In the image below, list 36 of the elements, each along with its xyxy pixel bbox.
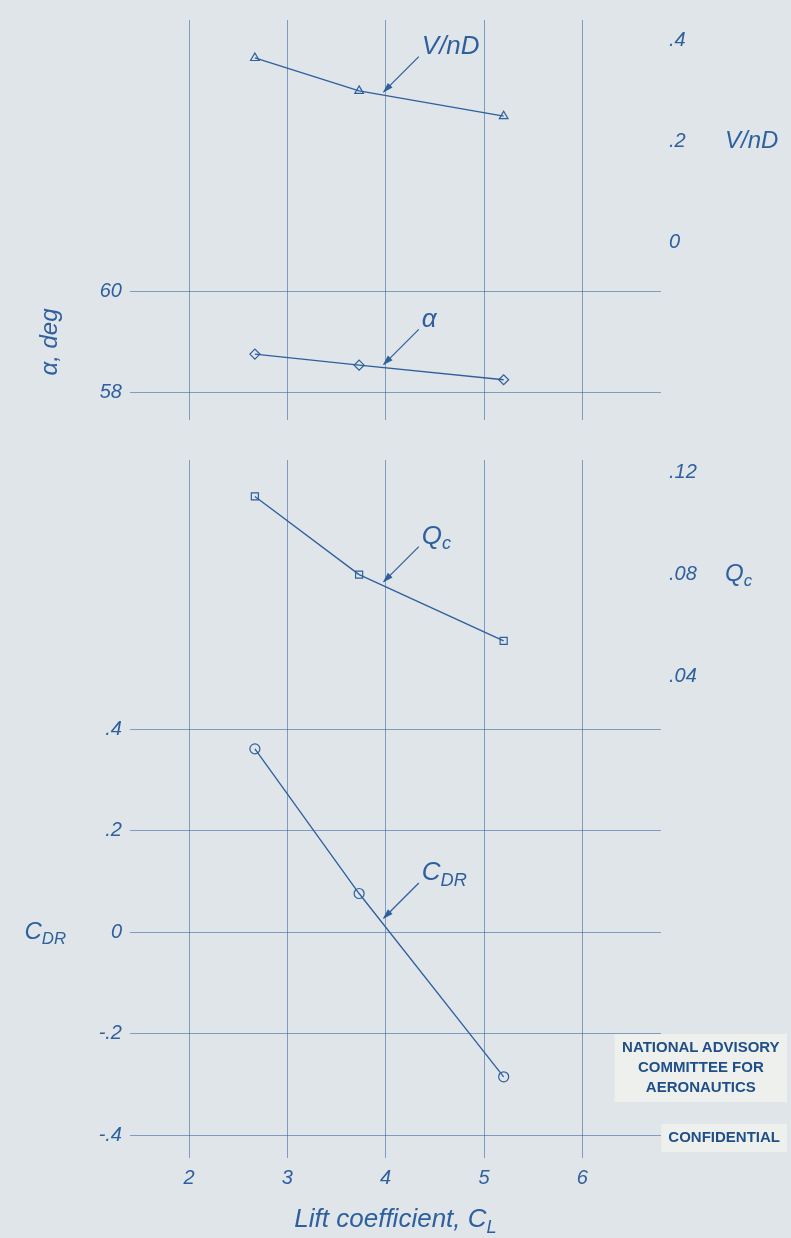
- series-label: α: [421, 302, 438, 333]
- y-tick-label: 58: [99, 379, 122, 402]
- y2-tick-label: .08: [669, 562, 697, 585]
- y-tick-label: -.4: [98, 1122, 122, 1145]
- y2-tick-label: .2: [669, 129, 686, 152]
- x-tick-label: 3: [281, 1165, 293, 1188]
- x-tick-label: 6: [576, 1165, 589, 1188]
- text: CONFIDENTIAL: [668, 1128, 781, 1146]
- y2-tick-label: 0: [669, 230, 681, 253]
- point: [498, 110, 509, 120]
- point: [498, 374, 510, 386]
- y2-tick-label: .4: [669, 27, 686, 50]
- x-tick-label: 2: [182, 1165, 195, 1188]
- point: [353, 887, 365, 900]
- point: [249, 348, 261, 360]
- y-tick-label: 0: [110, 919, 122, 942]
- y-tick-label: .4: [105, 716, 122, 739]
- series-label: V/nD: [421, 29, 480, 60]
- point: [250, 492, 260, 501]
- point: [353, 359, 365, 371]
- point: [249, 743, 261, 755]
- point: [249, 52, 260, 62]
- y-axis-title: α, deg: [34, 307, 62, 376]
- point: [498, 1071, 510, 1083]
- annotation: NATIONAL ADVISORY COMMITTEE FOR AERONAUTICS: [622, 1038, 780, 1096]
- point: [354, 570, 364, 579]
- x-tick-label: 4: [380, 1165, 392, 1188]
- y-tick-label: -.2: [98, 1021, 122, 1044]
- point: [354, 85, 365, 94]
- y2-tick-label: .04: [669, 664, 697, 687]
- x-tick-label: 5: [478, 1165, 491, 1188]
- point: [499, 636, 508, 645]
- y-tick-label: 60: [99, 279, 122, 302]
- y-tick-label: .2: [105, 818, 122, 841]
- y2-tick-label: .12: [669, 460, 697, 483]
- y2-axis-title: V/nD: [725, 126, 779, 154]
